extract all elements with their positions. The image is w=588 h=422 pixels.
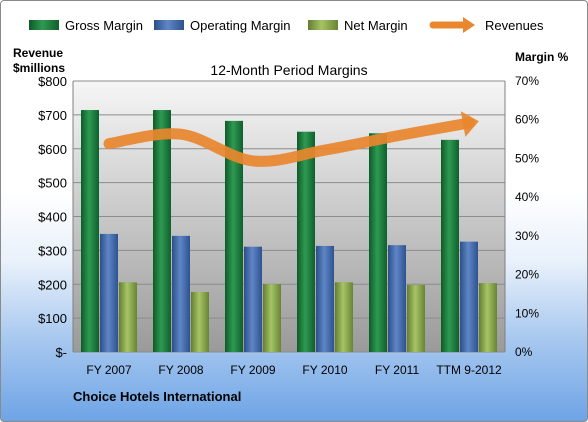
bar-operating-margin (388, 245, 406, 352)
company-name: Choice Hotels International (73, 389, 242, 404)
left-tick-label: $700 (38, 108, 67, 123)
bar-operating-margin (172, 235, 190, 352)
right-tick-label: 50% (515, 151, 539, 165)
bar-gross-margin (369, 133, 387, 352)
bar-operating-margin (460, 241, 478, 352)
x-tick-label: FY 2008 (158, 363, 203, 377)
bar-operating-margin (244, 246, 262, 352)
bar-net-margin (407, 285, 425, 352)
bar-net-margin (479, 283, 497, 352)
legend-swatch-net-margin (308, 20, 338, 30)
bar-gross-margin (153, 110, 171, 353)
right-tick-label: 70% (515, 74, 539, 88)
legend-label: Operating Margin (190, 18, 290, 33)
x-tick-label: TTM 9-2012 (436, 363, 502, 377)
left-axis-label-line2: $millions (13, 61, 65, 75)
legend-label: Gross Margin (65, 18, 143, 33)
right-axis-label: Margin % (515, 50, 569, 64)
revenues-line (103, 117, 475, 167)
x-tick-label: FY 2010 (302, 363, 347, 377)
bars (81, 110, 497, 353)
bar-gross-margin (297, 131, 315, 352)
bar-operating-margin (100, 233, 118, 352)
bar-net-margin (263, 284, 281, 352)
x-tick-label: FY 2009 (230, 363, 275, 377)
bar-gross-margin (225, 120, 243, 352)
left-tick-label: $- (55, 345, 67, 360)
x-tick-label: FY 2011 (375, 363, 420, 377)
revenues-arrowhead (460, 111, 479, 137)
bar-gross-margin (81, 110, 99, 353)
right-tick-label: 60% (515, 113, 539, 127)
left-tick-label: $100 (38, 311, 67, 326)
right-tick-label: 0% (515, 345, 533, 359)
legend-swatch-operating-margin (154, 20, 184, 30)
left-axis-label-line1: Revenue (13, 46, 63, 60)
legend-label: Net Margin (344, 18, 408, 33)
left-tick-label: $600 (38, 142, 67, 157)
left-tick-label: $500 (38, 176, 67, 191)
legend-swatch-gross-margin (29, 20, 59, 30)
bar-operating-margin (316, 245, 334, 352)
right-tick-label: 40% (515, 190, 539, 204)
chart-title: 12-Month Period Margins (210, 62, 367, 78)
revenue-line-layer (103, 111, 479, 167)
right-tick-label: 20% (515, 268, 539, 282)
left-tick-label: $300 (38, 243, 67, 258)
left-tick-label: $800 (38, 74, 67, 89)
bar-net-margin (119, 282, 137, 352)
axes: $- $100 $200 $300 $400 $500 $600 $700 $800 0% 10% 2… (38, 74, 539, 377)
legend-arrow-icon (463, 17, 475, 33)
x-tick-label: FY 2007 (86, 363, 131, 377)
left-tick-label: $200 (38, 277, 67, 292)
legend-label: Revenues (485, 18, 544, 33)
bar-net-margin (191, 291, 209, 352)
gridlines (73, 80, 505, 353)
bar-gross-margin (441, 139, 459, 352)
legend: Gross Margin Operating Margin Net Margin Re… (29, 17, 544, 33)
right-tick-label: 30% (515, 229, 539, 243)
right-tick-label: 10% (515, 306, 539, 320)
bar-net-margin (335, 282, 353, 352)
left-tick-label: $400 (38, 210, 67, 225)
